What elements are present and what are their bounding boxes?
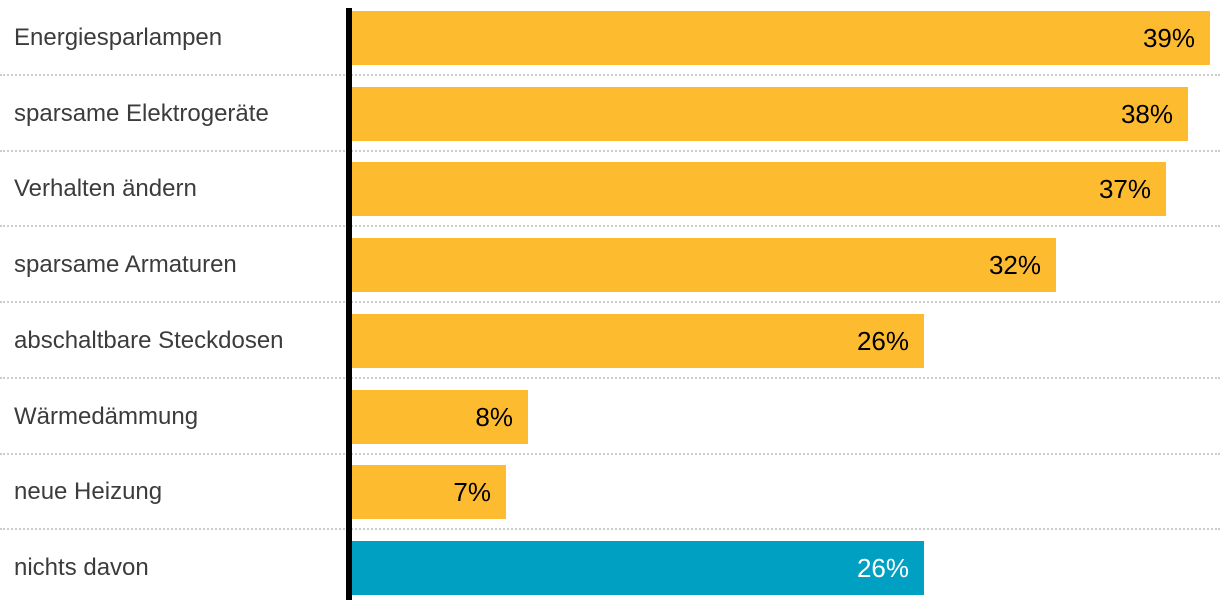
value-label: 32% — [988, 250, 1041, 281]
bar-area: 26% — [352, 303, 1220, 379]
bar: 26% — [352, 313, 924, 368]
bar-area: 37% — [352, 152, 1220, 228]
value-label: 26% — [856, 553, 909, 584]
chart-row: sparsame Elektrogeräte 38% — [0, 76, 1220, 152]
bar: 32% — [352, 238, 1056, 293]
bar-area: 39% — [352, 0, 1220, 76]
value-label: 37% — [1098, 174, 1151, 205]
bar-area: 38% — [352, 76, 1220, 152]
bar-area: 26% — [352, 530, 1220, 606]
bar: 26% — [352, 541, 924, 596]
value-label: 8% — [475, 401, 513, 432]
bar-area: 32% — [352, 227, 1220, 303]
bar: 8% — [352, 389, 528, 444]
value-label: 39% — [1142, 22, 1195, 53]
value-label: 7% — [453, 477, 491, 508]
chart-row: neue Heizung 7% — [0, 455, 1220, 531]
category-label: abschaltbare Steckdosen — [14, 326, 284, 354]
zero-baseline-axis — [346, 8, 352, 600]
chart-row: abschaltbare Steckdosen 26% — [0, 303, 1220, 379]
bar-area: 8% — [352, 379, 1220, 455]
category-label: Verhalten ändern — [14, 175, 197, 203]
chart-row: nichts davon 26% — [0, 530, 1220, 606]
bar-area: 7% — [352, 455, 1220, 531]
bar: 7% — [352, 465, 506, 520]
category-label: Energiesparlampen — [14, 23, 223, 51]
value-label: 26% — [856, 325, 909, 356]
bar: 37% — [352, 162, 1166, 217]
category-label: nichts davon — [14, 554, 149, 582]
value-label: 38% — [1120, 98, 1173, 129]
chart-row: Energiesparlampen 39% — [0, 0, 1220, 76]
chart-row: sparsame Armaturen 32% — [0, 227, 1220, 303]
bar: 38% — [352, 86, 1188, 141]
category-label: sparsame Elektrogeräte — [14, 99, 269, 127]
chart-row: Wärmedämmung 8% — [0, 379, 1220, 455]
category-label: sparsame Armaturen — [14, 251, 237, 279]
category-label: Wärmedämmung — [14, 402, 199, 430]
chart-row: Verhalten ändern 37% — [0, 152, 1220, 228]
bar: 39% — [352, 10, 1210, 65]
category-label: neue Heizung — [14, 478, 163, 506]
